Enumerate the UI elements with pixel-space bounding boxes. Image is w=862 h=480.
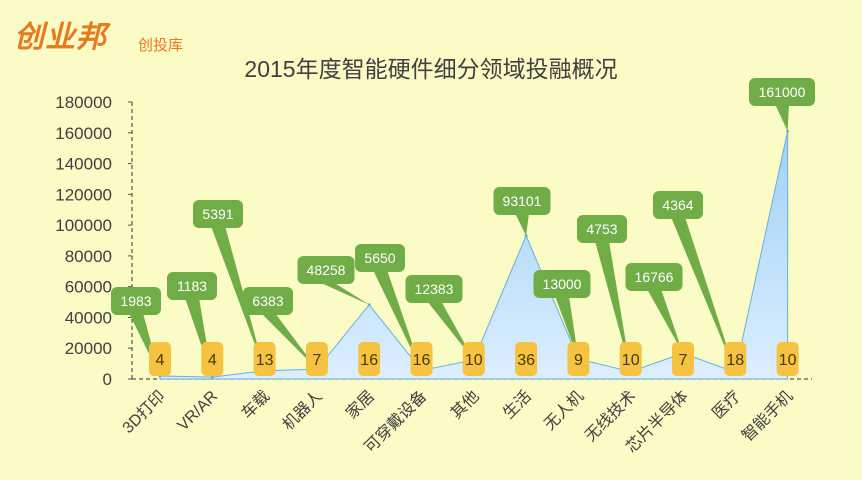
x-tick-label: 车载 xyxy=(238,387,273,422)
value-label-box xyxy=(749,78,815,106)
series-area xyxy=(159,131,789,380)
y-tick-label: 180000 xyxy=(55,93,112,112)
x-tick-label: 生活 xyxy=(500,387,535,422)
count-label-text: 4 xyxy=(208,352,217,369)
brand-sublogo: 创投库 xyxy=(138,36,184,54)
value-label-text: 4364 xyxy=(662,197,693,213)
count-label-box xyxy=(515,342,538,376)
value-label-text: 1183 xyxy=(177,278,207,294)
count-label-box xyxy=(619,342,642,376)
count-label-box xyxy=(567,342,590,376)
count-label-text: 9 xyxy=(574,352,583,369)
count-label-box xyxy=(410,342,433,376)
y-tick-label: 140000 xyxy=(55,155,112,174)
count-label-text: 13 xyxy=(256,352,274,369)
x-tick-label: 无人机 xyxy=(541,387,588,434)
value-label-box xyxy=(243,287,293,315)
value-label-pointer xyxy=(515,213,529,236)
value-label-box xyxy=(355,244,405,272)
x-tick-label: 智能手机 xyxy=(738,387,796,445)
y-tick-label: 20000 xyxy=(65,339,112,358)
value-label-pointer xyxy=(373,270,422,371)
value-label-pointer xyxy=(129,313,160,376)
value-label-text: 4753 xyxy=(586,221,617,237)
count-label-box xyxy=(149,342,171,376)
value-label-box xyxy=(167,272,217,300)
x-tick-label: 其他 xyxy=(447,387,482,422)
value-label-box xyxy=(625,263,683,291)
count-label-box xyxy=(358,342,381,376)
brand-logo: 创业邦 xyxy=(14,20,107,55)
y-tick-label: 100000 xyxy=(55,216,112,235)
value-label-pointer xyxy=(319,282,370,305)
y-tick-label: 40000 xyxy=(65,308,112,327)
count-label-text: 16 xyxy=(360,352,378,369)
x-tick-label: 3D打印 xyxy=(119,387,169,437)
value-label-box xyxy=(405,275,463,303)
x-tick-label: 医疗 xyxy=(709,387,744,422)
value-label-text: 5391 xyxy=(202,206,233,222)
x-tick-label: 家居 xyxy=(343,387,378,422)
count-label-box xyxy=(776,342,799,376)
count-label-box xyxy=(201,342,224,376)
x-tick-label: 机器人 xyxy=(279,387,326,434)
value-label-pointer xyxy=(671,217,736,373)
value-label-pointer xyxy=(595,241,631,372)
count-label-text: 4 xyxy=(156,352,165,369)
y-tick-label: 0 xyxy=(103,370,112,389)
value-label-text: 16766 xyxy=(635,269,674,285)
value-label-box xyxy=(193,200,243,228)
count-label-text: 10 xyxy=(779,352,797,369)
value-label-box xyxy=(297,256,355,284)
value-label-box xyxy=(577,215,627,243)
value-label-pointer xyxy=(427,301,474,360)
y-tick-label: 120000 xyxy=(55,185,112,204)
count-label-box xyxy=(462,342,485,376)
value-label-text: 1983 xyxy=(120,293,151,309)
value-label-pointer xyxy=(185,298,213,378)
count-label-text: 10 xyxy=(622,352,640,369)
value-label-pointer xyxy=(211,226,265,371)
count-label-box xyxy=(724,342,747,376)
count-label-text: 10 xyxy=(465,352,483,369)
data-labels-group: 1983 1183 5391 6383 48258 5650 12383 93101 13000… xyxy=(111,78,815,378)
value-label-box xyxy=(653,191,703,219)
y-tick-label: 60000 xyxy=(65,278,112,297)
count-label-text: 7 xyxy=(312,352,321,369)
value-label-pointer xyxy=(647,289,683,354)
count-label-box xyxy=(253,342,276,376)
value-label-pointer xyxy=(261,313,317,370)
count-label-text: 16 xyxy=(413,352,431,369)
chart-title: 2015年度智能硬件细分领域投融概况 xyxy=(244,56,618,82)
value-label-text: 13000 xyxy=(543,276,582,292)
value-label-text: 93101 xyxy=(503,193,542,209)
count-label-text: 36 xyxy=(517,352,535,369)
value-label-box xyxy=(493,187,551,215)
count-label-box xyxy=(672,342,694,376)
x-tick-label: VR/AR xyxy=(175,388,222,435)
value-label-text: 5650 xyxy=(364,250,395,266)
y-tick-label: 80000 xyxy=(65,247,112,266)
value-label-pointer xyxy=(775,104,789,132)
value-label-text: 12383 xyxy=(415,281,454,297)
value-label-text: 161000 xyxy=(759,84,806,100)
value-label-text: 6383 xyxy=(252,293,283,309)
y-tick-label: 160000 xyxy=(55,124,112,143)
value-label-box xyxy=(533,270,591,298)
value-label-text: 48258 xyxy=(307,262,346,278)
count-label-text: 7 xyxy=(679,352,688,369)
count-label-text: 18 xyxy=(726,352,744,369)
value-label-box xyxy=(111,287,161,315)
count-label-box xyxy=(305,342,328,376)
